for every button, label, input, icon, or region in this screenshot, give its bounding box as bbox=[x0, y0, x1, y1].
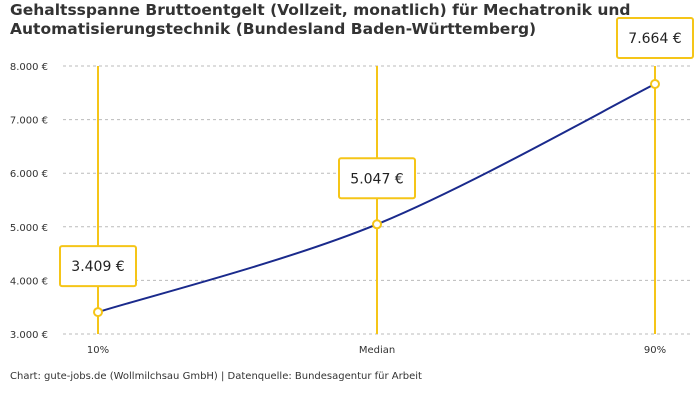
data-point bbox=[650, 79, 660, 90]
data-label-callouts: 3.409 € 5.047 € 7.664 € bbox=[59, 17, 694, 288]
data-label: 3.409 € bbox=[71, 259, 124, 275]
data-point bbox=[93, 307, 103, 318]
y-tick-label: 4.000 € bbox=[10, 276, 48, 287]
chart-title: Gehaltsspanne Bruttoentgelt (Vollzeit, m… bbox=[10, 1, 690, 39]
x-tick-label: 10% bbox=[87, 345, 109, 356]
chart-title-line-1: Gehaltsspanne Bruttoentgelt (Vollzeit, m… bbox=[10, 1, 631, 19]
x-tick-label: Median bbox=[359, 345, 395, 356]
data-point bbox=[372, 219, 382, 230]
data-label: 5.047 € bbox=[350, 171, 403, 187]
x-tick-label: 90% bbox=[644, 345, 666, 356]
y-axis-ticks: 3.000 € 4.000 € 5.000 € 6.000 € 7.000 € 8.000… bbox=[10, 62, 48, 341]
data-label-box bbox=[59, 245, 137, 288]
y-tick-label: 3.000 € bbox=[10, 330, 48, 341]
chart-source-caption: Chart: gute-jobs.de (Wollmilchsau GmbH) … bbox=[10, 371, 422, 382]
x-axis-ticks: 10% Median 90% bbox=[87, 345, 666, 356]
y-tick-label: 6.000 € bbox=[10, 169, 48, 180]
y-tick-label: 8.000 € bbox=[10, 62, 48, 73]
category-lines bbox=[97, 66, 656, 334]
data-points bbox=[93, 79, 660, 318]
y-tick-label: 7.000 € bbox=[10, 116, 48, 127]
y-tick-label: 5.000 € bbox=[10, 223, 48, 234]
data-label-box bbox=[616, 17, 694, 60]
data-label-box bbox=[338, 157, 416, 200]
data-label: 7.664 € bbox=[628, 31, 681, 47]
chart-title-line-2: Automatisierungstechnik (Bundesland Bade… bbox=[10, 20, 537, 38]
